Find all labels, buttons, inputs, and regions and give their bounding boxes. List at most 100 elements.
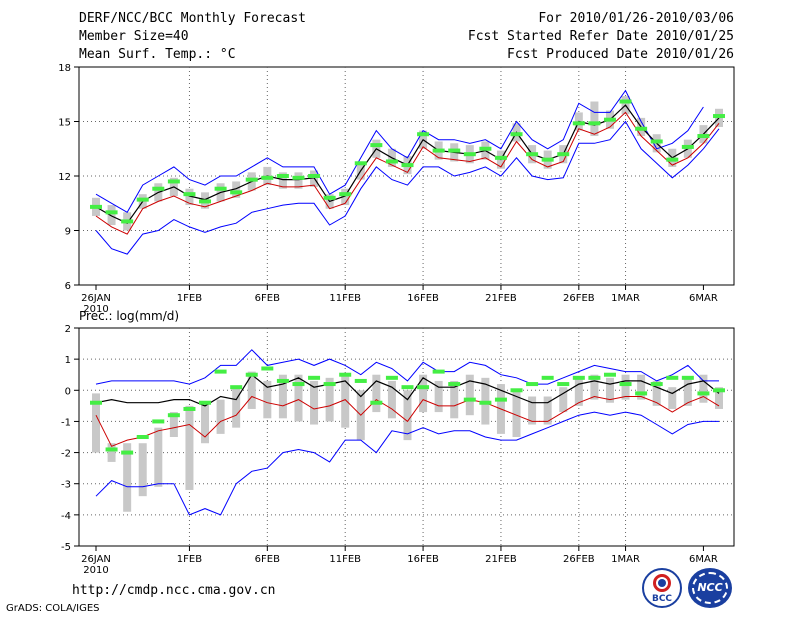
prec-x-tick-label: 11FEB (329, 554, 361, 565)
temp-ensemble-marker (401, 163, 414, 168)
prec-spread-box (528, 396, 537, 425)
temp-y-tick-label: 18 (58, 63, 71, 74)
temp-series-median-line (95, 111, 720, 235)
temp-spread-box (294, 172, 303, 189)
prec-spread-box (201, 402, 210, 444)
prec-ensemble-marker (245, 372, 258, 377)
prec-ensemble-marker (214, 369, 227, 374)
source-url[interactable]: http://cmdp.ncc.cma.gov.cn (72, 583, 276, 598)
prec-y-tick-label: -5 (61, 542, 71, 553)
prec-ensemble-marker (432, 369, 445, 374)
prec-x-tick-label: 16FEB (407, 554, 439, 565)
temp-x-year-label: 2010 (83, 304, 108, 315)
prec-ensemble-marker (713, 388, 725, 393)
temp-ensemble-marker (261, 175, 274, 180)
prec-y-tick-label: -1 (61, 417, 71, 428)
bcc-logo: BCC (642, 568, 682, 608)
temp-x-tick-label: 6FEB (255, 293, 280, 304)
prec-ensemble-marker (603, 372, 616, 377)
prec-spread-box (325, 377, 334, 422)
prec-ensemble-marker (401, 385, 414, 390)
prec-x-year-label: 2010 (83, 565, 108, 576)
temp-ensemble-marker (214, 186, 227, 191)
prec-ensemble-marker (339, 372, 352, 377)
prec-spread-box (232, 387, 241, 428)
prec-ensemble-marker (199, 400, 212, 405)
prec-ensemble-marker (261, 366, 274, 371)
prec-spread-box (450, 380, 459, 419)
prec-ensemble-marker (370, 400, 383, 405)
temp-ensemble-marker (697, 134, 710, 139)
temp-ensemble-marker (713, 114, 725, 119)
prec-y-tick-label: 0 (65, 386, 71, 397)
prec-spread-box (419, 374, 428, 413)
ncc-logo-text: NCC (697, 581, 723, 594)
prec-ensemble-marker (697, 391, 710, 396)
temp-series-max-line (95, 89, 704, 213)
temp-ensemble-marker (90, 204, 102, 209)
prec-spread-box (154, 427, 163, 487)
prec-spread-box (668, 387, 677, 409)
prec-spread-box (310, 380, 319, 425)
temp-y-tick-label: 15 (58, 118, 71, 129)
temp-x-tick-label: 16FEB (407, 293, 439, 304)
prec-ensemble-marker (681, 375, 694, 380)
temp-ensemble-marker (167, 179, 180, 184)
prec-ensemble-marker (121, 450, 134, 455)
prec-ensemble-marker (354, 378, 367, 383)
prec-spread-box (621, 374, 630, 400)
forecast-range-label: For 2010/01/26-2010/03/06 (538, 11, 734, 26)
temp-ensemble-marker (526, 152, 539, 157)
prec-y-tick-label: -2 (61, 449, 71, 460)
temp-spread-box (185, 188, 194, 206)
prec-plot-frame (78, 327, 735, 547)
temp-ensemble-marker (245, 177, 258, 182)
prec-spread-box (605, 377, 614, 403)
prec-ensemble-marker (292, 382, 305, 387)
prec-series-max-line (95, 349, 719, 385)
temp-ensemble-marker (370, 143, 383, 148)
prec-ensemble-marker (308, 375, 321, 380)
temp-x-tick-label: 26JAN (81, 293, 111, 304)
prec-spread-box (559, 387, 568, 413)
prec-spread-box (341, 374, 350, 428)
prec-spread-box (512, 390, 521, 437)
temp-y-tick-label: 6 (65, 281, 71, 292)
prec-ensemble-marker (385, 375, 398, 380)
prec-spread-box (590, 374, 599, 400)
prec-ensemble-marker (619, 382, 632, 387)
prec-spread-box (699, 374, 708, 403)
prec-ensemble-marker (90, 400, 102, 405)
prec-spread-box (123, 443, 132, 512)
prec-ensemble-marker (323, 382, 336, 387)
prec-ensemble-marker (666, 375, 679, 380)
temp-x-tick-label: 26FEB (563, 293, 595, 304)
temp-ensemble-marker (323, 195, 336, 200)
prec-spread-box (637, 374, 646, 400)
prec-ensemble-marker (105, 447, 118, 452)
prec-spread-box (403, 390, 412, 441)
temp-ensemble-marker (603, 117, 616, 122)
temp-ensemble-marker (105, 210, 118, 215)
temp-ensemble-marker (557, 152, 570, 157)
prec-spread-box (574, 377, 583, 406)
grads-credit: GrADS: COLA/IGES (6, 603, 100, 614)
prec-x-tick-label: 6MAR (689, 554, 718, 565)
prec-spread-box (216, 399, 225, 434)
prec-ensemble-marker (136, 435, 149, 439)
prec-spread-box (387, 380, 396, 419)
prec-panel-title: Prec.: log(mm/d) (79, 309, 179, 323)
temp-ensemble-marker (276, 174, 289, 178)
prec-ensemble-marker (541, 375, 554, 380)
prec-ensemble-marker (276, 378, 289, 383)
temp-ensemble-marker (588, 121, 601, 126)
prec-series-min-line (95, 411, 719, 516)
prec-ensemble-marker (572, 375, 585, 380)
prec-spread-box (92, 393, 100, 453)
temp-ensemble-marker (479, 146, 492, 151)
prec-spread-box (465, 374, 474, 416)
prec-spread-box (652, 380, 661, 406)
member-size-label: Member Size=40 (79, 29, 189, 44)
temp-spread-box (341, 188, 350, 206)
temp-ensemble-marker (308, 174, 321, 178)
